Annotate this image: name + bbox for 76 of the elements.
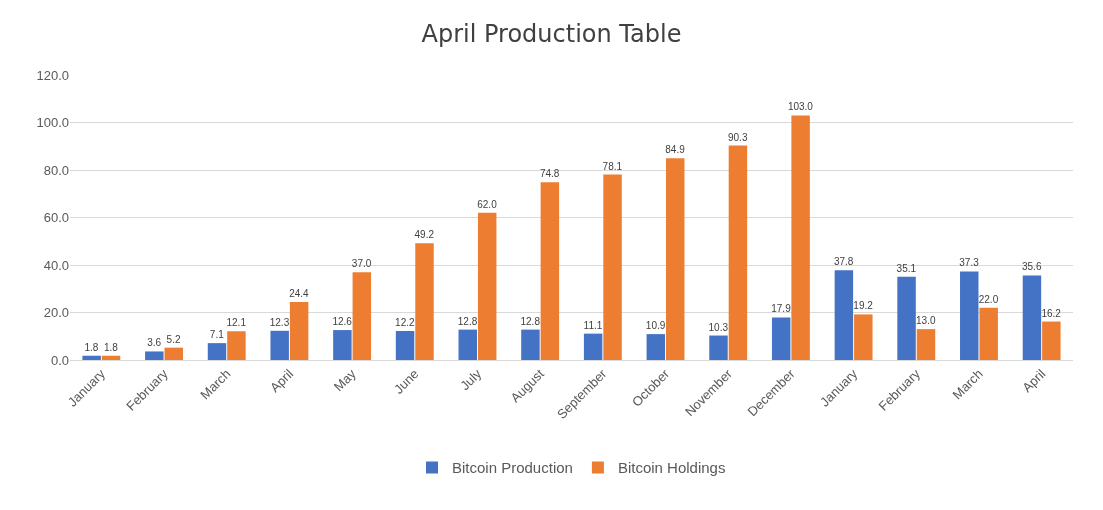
bar: [101, 355, 121, 360]
legend-label: Bitcoin Holdings: [617, 459, 726, 477]
bar: [458, 329, 477, 360]
y-tick-label: 80.0: [43, 162, 69, 178]
y-tick-label: 0.0: [50, 352, 69, 368]
data-label: 84.9: [665, 144, 686, 156]
bar: [352, 272, 372, 360]
data-label: 49.2: [414, 229, 435, 241]
bar: [854, 314, 873, 360]
y-tick-label: 100.0: [36, 115, 69, 131]
bar: [82, 355, 101, 360]
bar: [666, 158, 685, 360]
y-tick-label: 20.0: [43, 305, 69, 321]
data-label: 13.0: [916, 315, 936, 327]
data-label: 22.0: [978, 293, 999, 305]
bar: [521, 329, 540, 360]
data-label: 1.8: [84, 341, 99, 353]
chart-title: April Production Table: [421, 20, 682, 49]
bar: [916, 329, 936, 360]
bar: [289, 302, 309, 360]
data-label: 10.9: [645, 320, 666, 332]
bar: [415, 243, 434, 360]
bar: [834, 270, 854, 360]
data-label: 37.8: [833, 256, 854, 268]
bar: [709, 335, 728, 360]
bar: [791, 115, 810, 360]
x-tick-label: May: [330, 365, 360, 395]
bar: [227, 331, 246, 360]
bar: [333, 330, 352, 360]
data-label: 37.3: [959, 257, 980, 269]
bar: [771, 317, 791, 360]
bar: [897, 276, 916, 360]
bar: [728, 145, 748, 360]
data-label: 10.3: [708, 321, 729, 333]
legend-label: Bitcoin Production: [452, 459, 573, 477]
bar: [395, 331, 415, 360]
data-label: 78.1: [602, 160, 623, 172]
data-label: 17.9: [771, 303, 792, 315]
data-label: 35.1: [896, 262, 917, 274]
data-label: 12.6: [332, 316, 353, 328]
bar: [603, 174, 622, 360]
bar: [207, 343, 227, 360]
bar: [1042, 321, 1061, 360]
y-tick-label: 120.0: [36, 67, 69, 83]
data-label: 1.8: [103, 341, 119, 353]
data-label: 12.3: [269, 316, 290, 328]
data-label: 62.0: [477, 198, 498, 210]
bar: [979, 307, 998, 360]
data-label: 7.1: [209, 329, 225, 341]
bar: [540, 182, 560, 360]
bar: [145, 351, 164, 360]
bar: [583, 333, 603, 360]
bar: [646, 334, 666, 360]
data-label: 3.6: [147, 337, 162, 349]
data-label: 19.2: [853, 300, 874, 312]
data-label: 35.6: [1021, 261, 1042, 273]
bar: [164, 347, 183, 360]
y-tick-label: 40.0: [43, 257, 69, 273]
x-tick-label: July: [457, 365, 485, 394]
data-label: 90.3: [727, 131, 748, 143]
bar: [960, 271, 979, 360]
data-label: 16.2: [1041, 307, 1062, 319]
data-label: 12.1: [226, 317, 247, 329]
data-label: 11.1: [583, 319, 603, 331]
bar: [270, 330, 289, 360]
y-tick-label: 60.0: [43, 210, 69, 226]
data-label: 24.4: [289, 288, 310, 300]
bar: [477, 212, 497, 360]
data-label: 103.0: [787, 101, 814, 113]
data-label: 5.2: [166, 333, 181, 345]
data-label: 12.8: [457, 315, 478, 327]
data-label: 12.2: [395, 317, 416, 329]
bar: [1022, 275, 1042, 360]
data-label: 37.0: [351, 258, 372, 270]
data-label: 74.8: [539, 168, 560, 180]
data-label: 12.8: [520, 315, 541, 327]
